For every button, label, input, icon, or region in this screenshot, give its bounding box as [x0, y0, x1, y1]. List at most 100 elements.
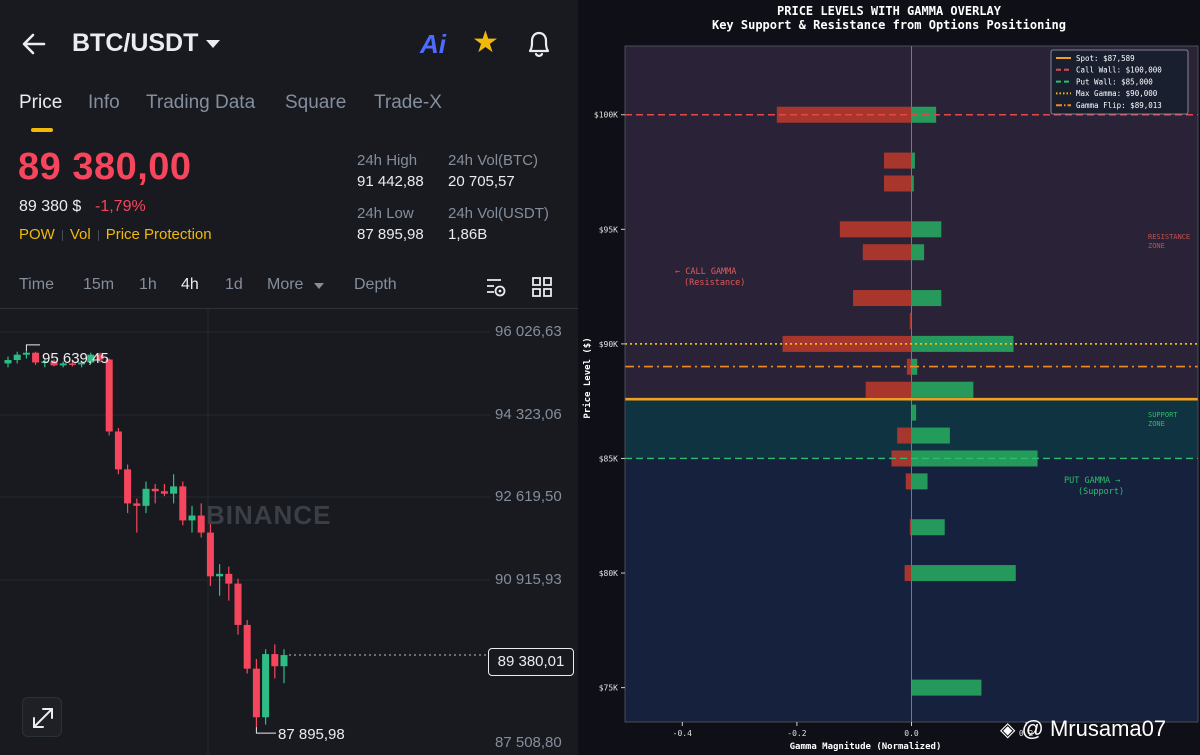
y-tick-label: $95K: [599, 225, 618, 234]
indicator-settings-icon[interactable]: [485, 276, 507, 298]
interval-1d[interactable]: 1d: [225, 276, 243, 293]
call-gamma-annotation-sub: (Resistance): [684, 278, 745, 288]
candle-body: [225, 573, 233, 584]
expand-chart-button[interactable]: [22, 697, 62, 737]
candlestick-chart[interactable]: [0, 308, 578, 755]
y-tick-label: $100K: [594, 111, 618, 120]
put-gamma-bar: [911, 450, 1038, 467]
candle-body: [234, 583, 242, 625]
legend-label: Max Gamma: $90,000: [1076, 89, 1158, 98]
put-gamma-bar: [911, 290, 942, 307]
put-gamma-bar: [911, 519, 945, 536]
favorite-star-icon[interactable]: ★: [472, 26, 499, 59]
bell-icon[interactable]: [524, 28, 554, 60]
interval-bar: Time 15m 1h 4h 1d More Depth: [0, 276, 578, 304]
y-tick: 87 508,80: [495, 734, 562, 751]
legend-label: Gamma Flip: $89,013: [1076, 101, 1162, 110]
call-gamma-bar: [839, 221, 912, 238]
candle-body: [59, 363, 67, 366]
tab-bar: Price Info Trading Data Square Trade-X: [0, 92, 578, 132]
put-gamma-bar: [911, 565, 1016, 582]
tab-price[interactable]: Price: [19, 92, 63, 113]
candle-body: [160, 491, 168, 494]
low-value: 87 895,98: [357, 226, 424, 243]
interval-time[interactable]: Time: [19, 276, 54, 293]
chevron-down-icon[interactable]: [206, 40, 220, 48]
high-marker-line: [25, 344, 40, 351]
y-tick-label: $90K: [599, 340, 618, 349]
interval-depth[interactable]: Depth: [354, 276, 397, 293]
call-gamma-bar: [883, 175, 912, 192]
candle-body: [252, 668, 260, 718]
interval-4h[interactable]: 4h: [181, 276, 199, 293]
author-watermark: ◈ @ Mrusama07: [1000, 716, 1166, 742]
call-gamma-bar: [865, 381, 912, 398]
candle-body: [262, 654, 270, 718]
candle-body: [124, 469, 132, 504]
y-tick: 90 915,93: [495, 571, 562, 588]
tab-square[interactable]: Square: [285, 92, 347, 113]
tag-row: POW Vol Price Protection: [19, 226, 212, 243]
high-marker-label: 95 639,45: [42, 350, 109, 367]
y-axis-label: Price Level ($): [582, 337, 593, 418]
candle-body: [216, 573, 224, 577]
candle-body: [32, 352, 40, 363]
candlestick-plot[interactable]: [0, 309, 578, 755]
legend-label: Spot: $87,589: [1076, 54, 1135, 63]
tab-trading-data[interactable]: Trading Data: [146, 92, 256, 113]
call-gamma-bar: [909, 312, 912, 329]
more-chevron-icon[interactable]: [314, 283, 324, 289]
interval-more[interactable]: More: [267, 276, 304, 293]
pair-title[interactable]: BTC/USDT: [72, 29, 199, 57]
call-gamma-bar: [853, 290, 912, 307]
call-gamma-bar: [862, 244, 912, 261]
price-change: -1,79%: [95, 198, 146, 215]
candle-body: [243, 624, 251, 669]
put-gamma-bar: [911, 335, 1014, 352]
tab-info[interactable]: Info: [88, 92, 120, 113]
support-zone-label: SUPPORT: [1148, 411, 1178, 419]
y-tick-label: $80K: [599, 569, 618, 578]
trading-panel: BTC/USDT Ai ★ Price Info Trading Data Sq…: [0, 0, 578, 755]
candle-body: [78, 362, 86, 365]
candle-body: [13, 354, 21, 361]
candle-body: [188, 515, 196, 521]
x-tick-label: -0.2: [787, 729, 806, 738]
candle-body: [133, 503, 141, 506]
call-gamma-bar: [776, 106, 912, 123]
call-gamma-bar: [909, 519, 912, 536]
candle-body: [280, 655, 288, 667]
chart-subtitle: Key Support & Resistance from Options Po…: [711, 18, 1066, 32]
vol-btc-value: 20 705,57: [448, 173, 515, 190]
y-tick-label: $75K: [599, 684, 618, 693]
expand-icon: [33, 708, 53, 728]
call-gamma-bar: [906, 358, 912, 375]
put-gamma-bar: [911, 679, 982, 696]
put-gamma-bar: [911, 152, 915, 169]
tag-pow[interactable]: POW: [19, 226, 55, 243]
candle-body: [206, 532, 214, 577]
candle-body: [271, 654, 279, 667]
ai-assistant-icon[interactable]: Ai: [420, 29, 446, 59]
x-axis-label: Gamma Magnitude (Normalized): [790, 741, 942, 752]
high-label: 24h High: [357, 152, 418, 169]
gamma-plot: $100K $95K $90K $85K $80K $75K -0.4 -0.2 0.0 0.2 G…: [582, 45, 1199, 752]
tab-trade-x[interactable]: Trade-X: [374, 92, 442, 113]
chart-title: PRICE LEVELS WITH GAMMA OVERLAY: [777, 4, 1001, 18]
candle-body: [41, 361, 49, 363]
layout-grid-icon[interactable]: [531, 276, 553, 298]
call-gamma-bar: [897, 427, 912, 444]
current-price-tag: 89 380,01: [488, 648, 574, 676]
call-gamma-bar: [904, 565, 912, 582]
resistance-zone-label: RESISTANCE: [1148, 233, 1190, 241]
tag-price-protection[interactable]: Price Protection: [105, 226, 212, 243]
back-arrow-icon[interactable]: [20, 30, 48, 58]
tag-vol[interactable]: Vol: [69, 226, 91, 243]
binance-watermark: BINANCE: [206, 500, 332, 530]
candle-body: [179, 486, 187, 521]
author-handle: @ Mrusama07: [1021, 716, 1167, 741]
call-gamma-bar: [883, 152, 912, 169]
interval-1h[interactable]: 1h: [139, 276, 157, 293]
interval-15m[interactable]: 15m: [83, 276, 115, 293]
candle-body: [96, 354, 104, 360]
